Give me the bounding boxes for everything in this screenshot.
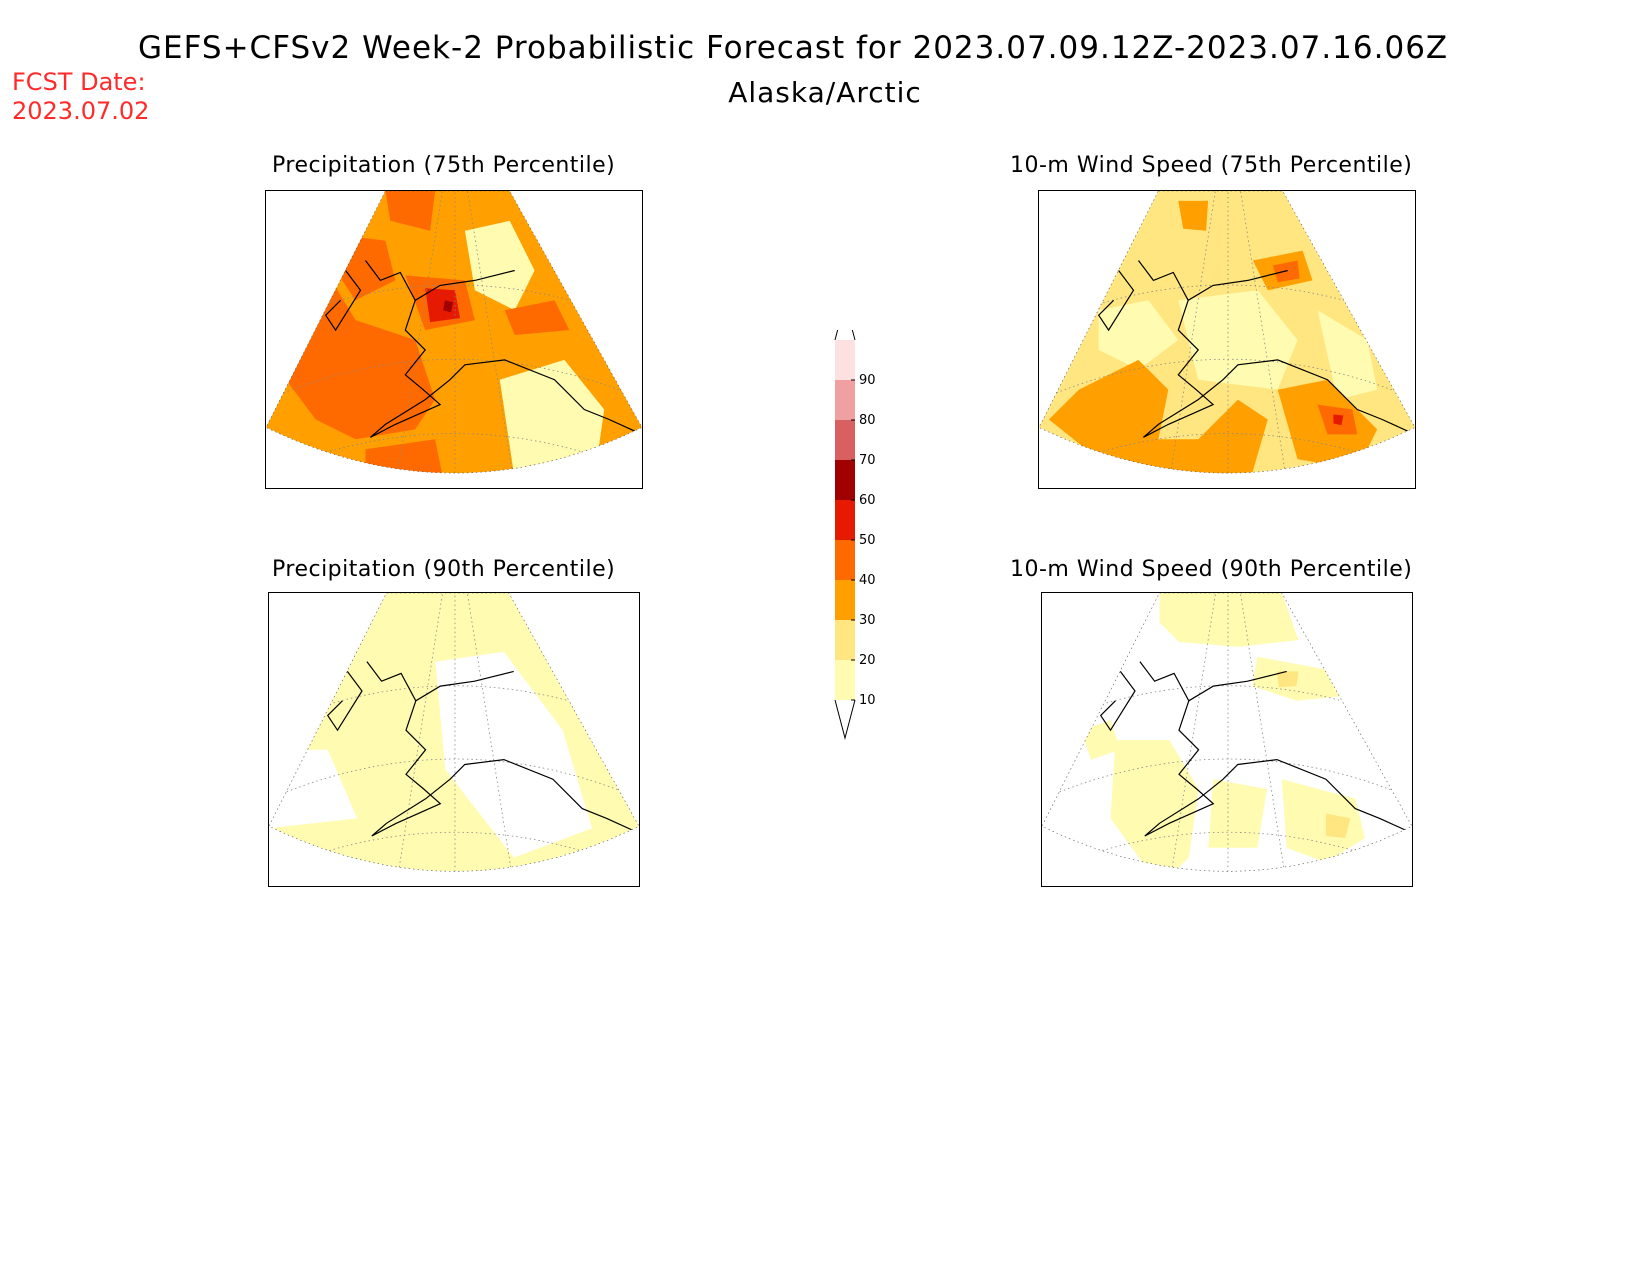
probability-contour-patch	[1317, 310, 1378, 400]
colorbar-tick-label: 60	[859, 493, 876, 508]
north-coastline	[414, 269, 515, 301]
colorbar-segment	[835, 420, 855, 460]
sector-boundary	[266, 191, 642, 474]
forecast-date-value: 2023.07.02	[12, 97, 150, 125]
colorbar-segment	[835, 620, 855, 660]
probability-contour-patch	[1276, 671, 1299, 688]
siberia-coastline	[1099, 671, 1136, 732]
colorbar-segment	[835, 540, 855, 580]
probability-contour-patch	[1178, 290, 1298, 390]
region-subtitle: Alaska/Arctic	[728, 76, 922, 109]
panel-title-precip-75: Precipitation (75th Percentile)	[272, 153, 616, 178]
probability-contour-patch	[365, 439, 445, 474]
map-wind-90	[1041, 592, 1413, 887]
probability-contour-patch	[1098, 300, 1179, 370]
probability-contour-patch	[499, 359, 605, 474]
colorbar-bottom-tip	[834, 699, 856, 740]
colorbar-segment	[835, 340, 855, 380]
colorbar-segment	[835, 500, 855, 540]
colorbar-segment	[835, 580, 855, 620]
colorbar-segment	[835, 460, 855, 500]
panel-title-wind-90: 10-m Wind Speed (90th Percentile)	[1010, 557, 1413, 582]
colorbar-tick-label: 10	[859, 693, 876, 708]
siberia-coastline	[326, 671, 363, 732]
panel-title-wind-75: 10-m Wind Speed (75th Percentile)	[1010, 153, 1413, 178]
probability-contour-patch	[385, 191, 436, 231]
probability-contour-patch	[1333, 414, 1344, 426]
north-coastline	[415, 670, 514, 702]
colorbar-segment	[835, 660, 855, 700]
probability-contour-patch	[1208, 779, 1268, 848]
probability-contour-patch	[425, 288, 460, 323]
probability-contour-patch	[1281, 779, 1365, 863]
colorbar-tick-label: 80	[859, 413, 876, 428]
colorbar: 10 20 30 40 50 60 70 80 90	[834, 330, 876, 740]
graticule	[1039, 191, 1415, 474]
sector-boundary	[1039, 191, 1415, 474]
north-coastline	[1187, 269, 1288, 301]
map-precip-75	[265, 190, 643, 489]
panel-title-precip-90: Precipitation (90th Percentile)	[272, 557, 616, 582]
coastline	[365, 260, 642, 438]
colorbar-tick-label: 70	[859, 453, 876, 468]
colorbar-tick-label: 90	[859, 373, 876, 388]
probability-contour-patch	[464, 220, 535, 311]
colorbar-tick-label: 40	[859, 573, 876, 588]
colorbar-top-tip	[834, 330, 856, 341]
map-precip-90	[268, 592, 640, 887]
graticule	[266, 191, 642, 474]
siberia-coastline	[1097, 270, 1135, 332]
map-wind-75	[1038, 190, 1416, 489]
probability-contour-patch	[1110, 740, 1199, 872]
probability-contour-patch	[1159, 593, 1299, 647]
probability-contour-patch	[504, 300, 570, 335]
colorbar-tick-label: 30	[859, 613, 876, 628]
north-coastline	[1188, 670, 1287, 702]
forecast-date-label: FCST Date:	[12, 68, 146, 96]
probability-contour-patch	[1252, 656, 1346, 701]
sector-boundary	[1042, 593, 1412, 872]
main-title: GEFS+CFSv2 Week-2 Probabilistic Forecast…	[138, 30, 1449, 66]
probability-contour-patch	[1325, 813, 1351, 838]
probability-contour-patch	[435, 651, 592, 858]
coastline	[1139, 661, 1412, 837]
coastline	[1138, 260, 1415, 438]
colorbar-tick-label: 20	[859, 653, 876, 668]
probability-contour-patch	[1178, 200, 1209, 231]
coastline	[366, 661, 639, 837]
colorbar-tick-label: 50	[859, 533, 876, 548]
probability-contour-patch	[443, 300, 453, 313]
sector-boundary	[269, 593, 639, 872]
colorbar-segment	[835, 380, 855, 420]
siberia-coastline	[324, 270, 362, 332]
